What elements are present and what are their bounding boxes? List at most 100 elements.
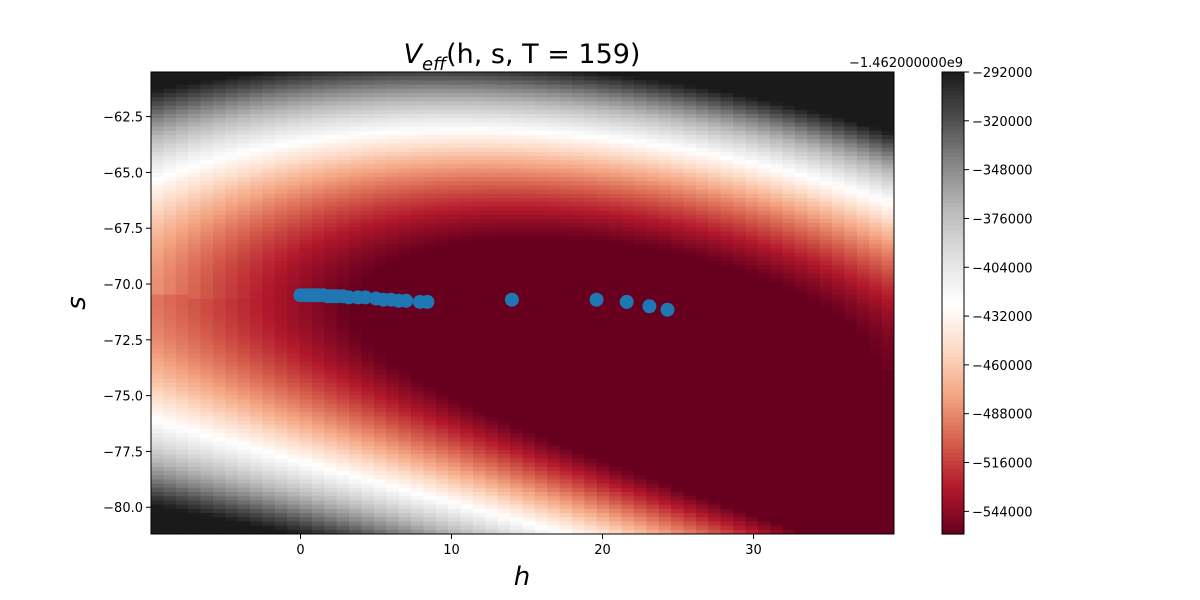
- heatmap-cell: [398, 219, 412, 224]
- heatmap-cell: [609, 273, 623, 279]
- heatmap-cell: [361, 172, 375, 178]
- heatmap-cell: [175, 416, 189, 422]
- heatmap-cell: [497, 290, 511, 296]
- heatmap-cell: [448, 387, 462, 392]
- heatmap-cell: [225, 147, 239, 153]
- heatmap-cell: [349, 72, 363, 77]
- heatmap-cell: [522, 487, 536, 493]
- heatmap-cell: [250, 240, 264, 245]
- heatmap-cell: [299, 143, 313, 149]
- heatmap-cell: [596, 147, 610, 153]
- heatmap-cell: [522, 240, 536, 245]
- heatmap-cell: [299, 177, 313, 182]
- heatmap-cell: [175, 513, 189, 518]
- heatmap-cell: [274, 336, 288, 342]
- heatmap-cell: [547, 189, 561, 195]
- heatmap-cell: [237, 139, 251, 144]
- heatmap-cell: [411, 277, 425, 283]
- heatmap-cell: [522, 168, 536, 174]
- heatmap-cell: [534, 84, 548, 90]
- heatmap-cell: [646, 219, 660, 224]
- heatmap-cell: [163, 420, 177, 426]
- heatmap-cell: [572, 353, 586, 359]
- heatmap-cell: [373, 416, 387, 422]
- heatmap-cell: [435, 382, 449, 388]
- heatmap-cell: [274, 135, 288, 140]
- heatmap-cell: [695, 214, 709, 220]
- heatmap-cell: [646, 370, 660, 375]
- heatmap-cell: [547, 370, 561, 375]
- heatmap-cell: [361, 370, 375, 375]
- heatmap-cell: [411, 210, 425, 216]
- heatmap-cell: [237, 387, 251, 392]
- heatmap-cell: [621, 416, 635, 422]
- heatmap-cell: [448, 252, 462, 258]
- heatmap-cell: [324, 210, 338, 216]
- heatmap-cell: [373, 391, 387, 396]
- heatmap-cell: [448, 349, 462, 354]
- heatmap-cell: [572, 256, 586, 262]
- heatmap-cell: [584, 147, 598, 153]
- heatmap-cell: [646, 500, 660, 506]
- heatmap-cell: [163, 471, 177, 476]
- heatmap-cell: [497, 366, 511, 371]
- heatmap-cell: [609, 248, 623, 254]
- heatmap-cell: [621, 248, 635, 254]
- heatmap-cell: [324, 395, 338, 401]
- heatmap-cell: [188, 500, 202, 506]
- heatmap-cell: [584, 80, 598, 86]
- heatmap-cell: [658, 471, 672, 476]
- heatmap-cell: [200, 269, 214, 275]
- heatmap-cell: [373, 97, 387, 102]
- heatmap-cell: [609, 147, 623, 153]
- heatmap-cell: [200, 101, 214, 107]
- heatmap-cell: [287, 214, 301, 220]
- heatmap-cell: [534, 328, 548, 333]
- heatmap-cell: [559, 517, 573, 522]
- heatmap-cell: [200, 437, 214, 443]
- heatmap-cell: [671, 126, 685, 132]
- heatmap-cell: [349, 408, 363, 413]
- heatmap-cell: [423, 429, 437, 434]
- heatmap-cell: [151, 483, 164, 489]
- heatmap-cell: [175, 437, 189, 443]
- heatmap-cell: [497, 277, 511, 283]
- heatmap-cell: [200, 500, 214, 506]
- heatmap-cell: [547, 366, 561, 371]
- heatmap-cell: [609, 219, 623, 224]
- heatmap-cell: [658, 189, 672, 195]
- heatmap-cell: [596, 189, 610, 195]
- heatmap-cell: [398, 214, 412, 220]
- heatmap-cell: [658, 399, 672, 405]
- heatmap-cell: [683, 72, 697, 77]
- heatmap-cell: [373, 458, 387, 464]
- heatmap-cell: [683, 408, 697, 413]
- heatmap-cell: [522, 366, 536, 371]
- heatmap-cell: [262, 156, 276, 161]
- heatmap-cell: [609, 109, 623, 115]
- heatmap-cell: [423, 256, 437, 262]
- heatmap-cell: [349, 147, 363, 153]
- heatmap-cell: [287, 353, 301, 359]
- heatmap-cell: [609, 336, 623, 342]
- heatmap-cell: [287, 298, 301, 304]
- heatmap-cell: [695, 513, 709, 518]
- heatmap-cell: [212, 84, 226, 90]
- heatmap-cell: [497, 135, 511, 140]
- heatmap-cell: [423, 160, 437, 165]
- heatmap-cell: [472, 72, 486, 77]
- heatmap-cell: [361, 420, 375, 426]
- heatmap-cell: [411, 88, 425, 94]
- heatmap-cell: [559, 235, 573, 241]
- heatmap-cell: [472, 483, 486, 489]
- heatmap-cell: [584, 235, 598, 241]
- heatmap-cell: [547, 353, 561, 359]
- heatmap-cell: [299, 508, 313, 514]
- heatmap-cell: [373, 433, 387, 438]
- heatmap-cell: [485, 198, 499, 203]
- heatmap-cell: [373, 114, 387, 119]
- heatmap-cell: [373, 336, 387, 342]
- heatmap-cell: [299, 450, 313, 455]
- heatmap-cell: [522, 290, 536, 296]
- heatmap-cell: [497, 252, 511, 258]
